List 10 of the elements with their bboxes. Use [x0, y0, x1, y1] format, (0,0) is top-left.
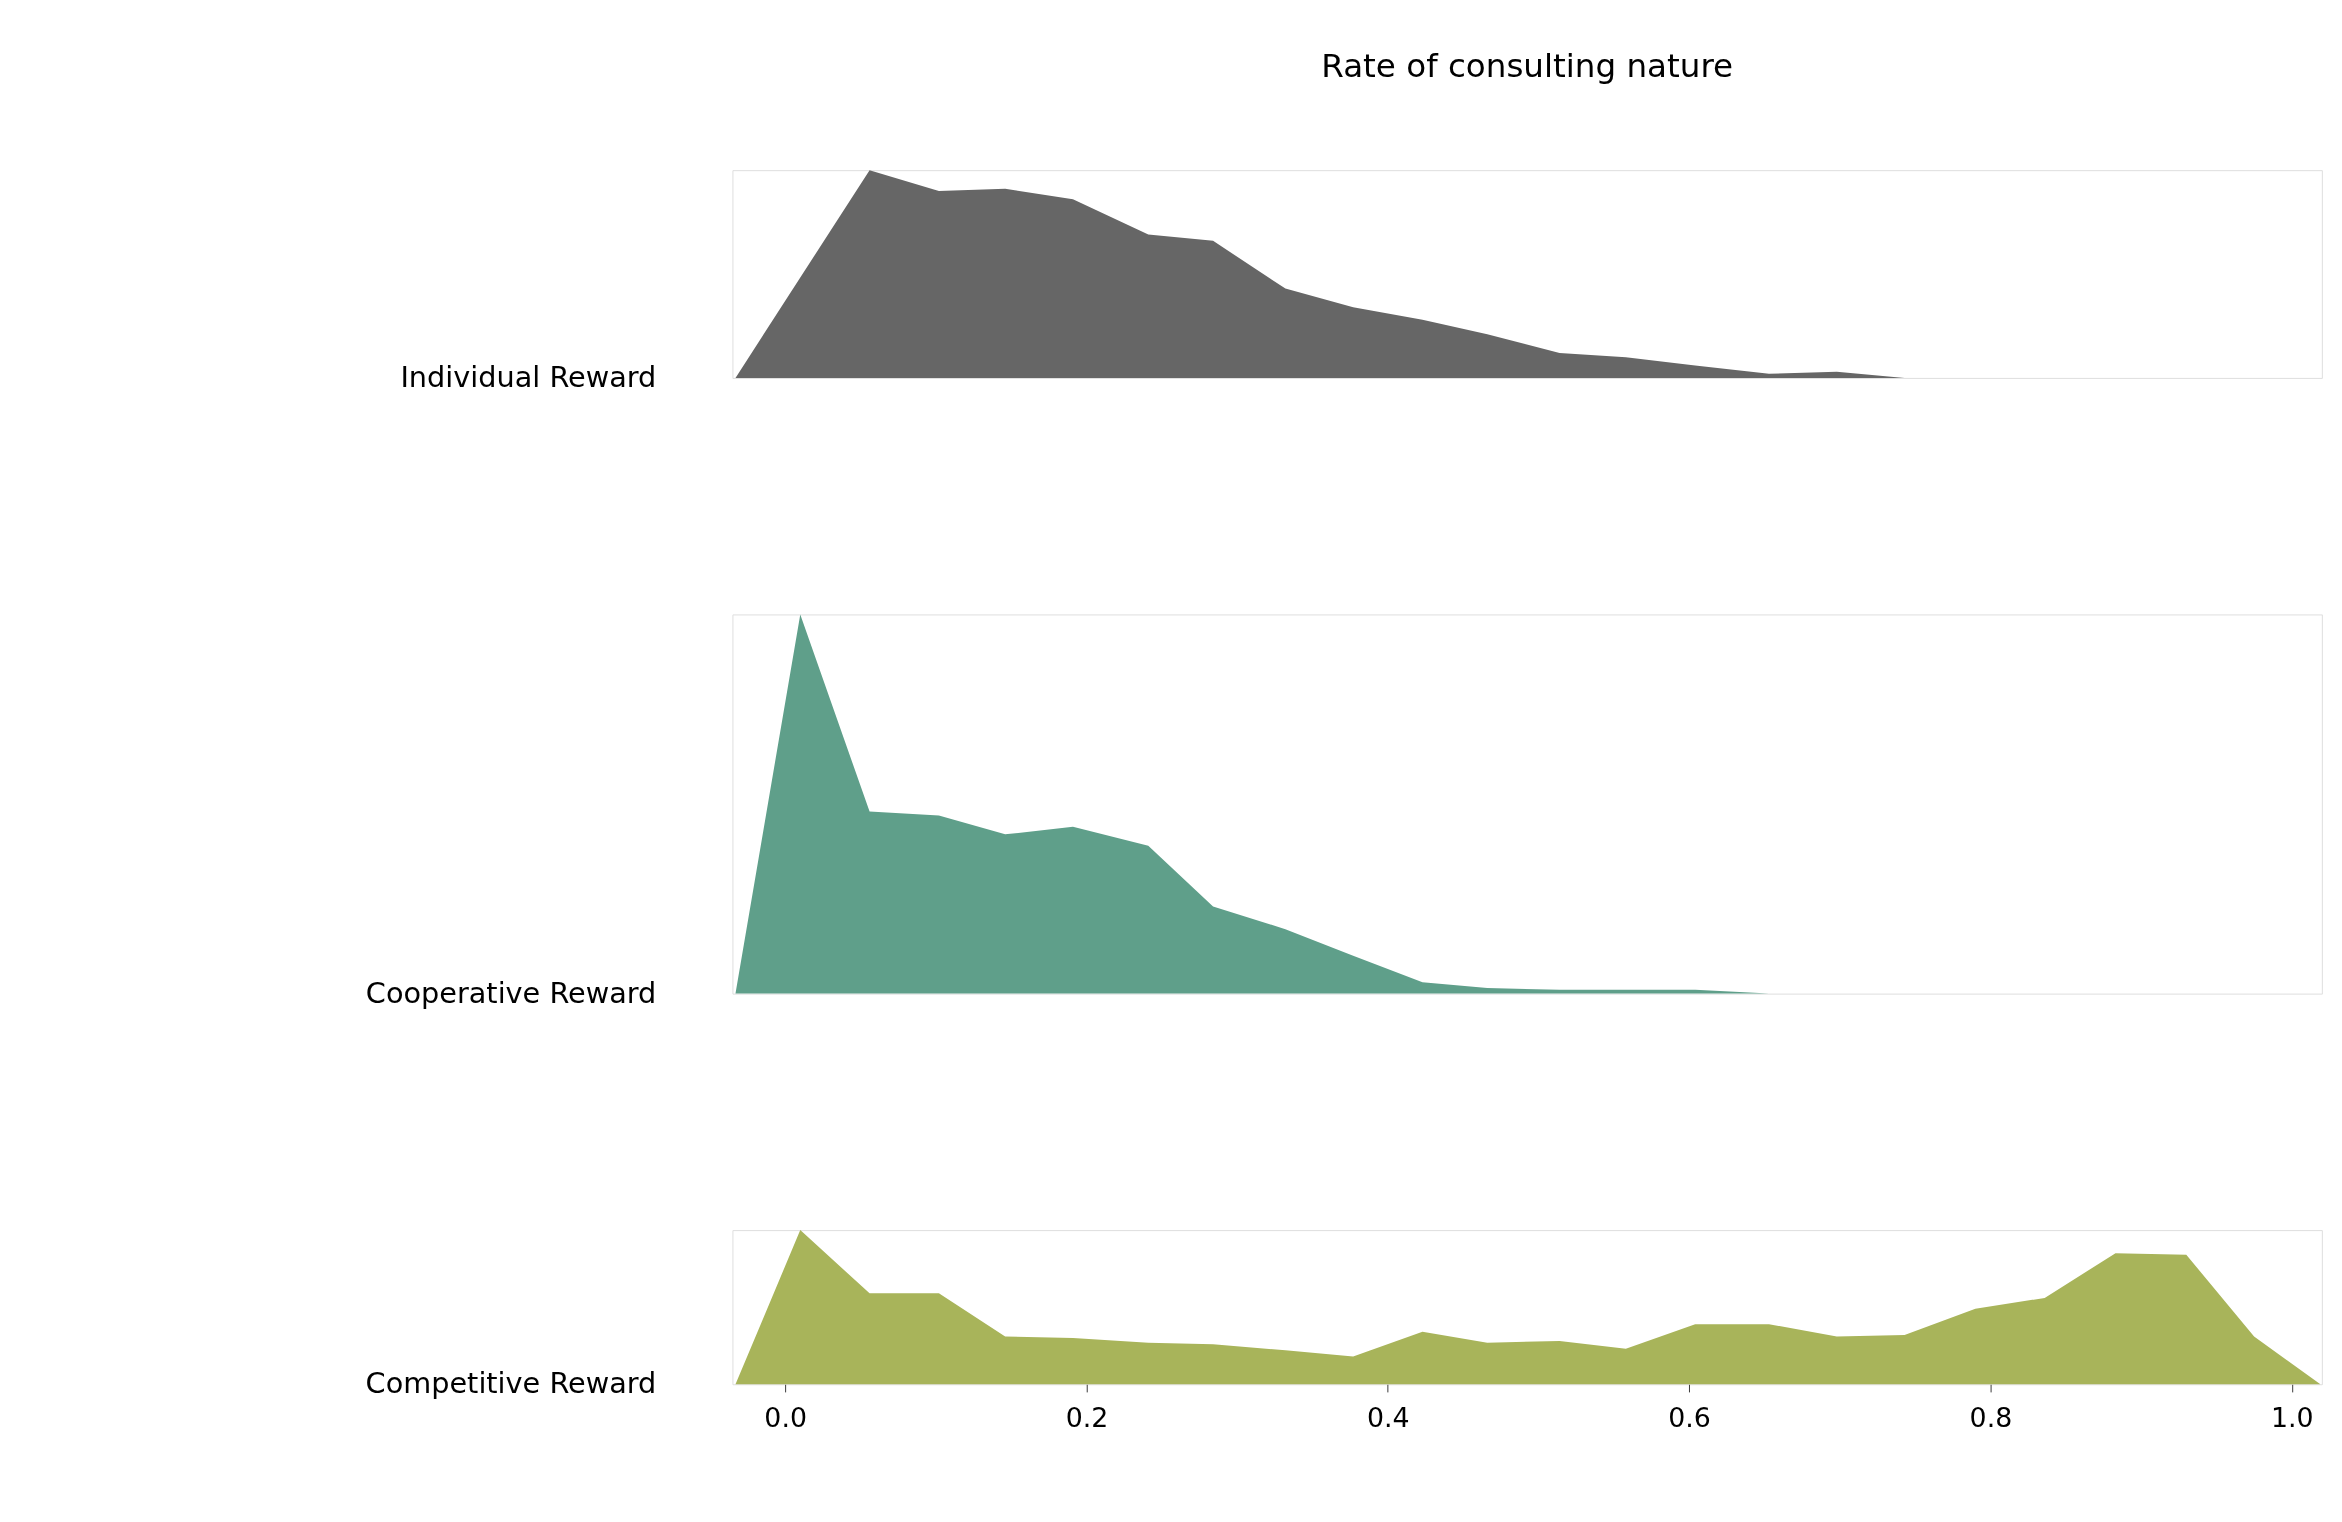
x-tick-label: 0.0	[764, 1401, 807, 1433]
chart-title: Rate of consulting nature	[1321, 47, 1734, 86]
x-tick-label: 1.0	[2270, 1401, 2314, 1433]
x-tick-label: 0.2	[1065, 1401, 1109, 1433]
y-axis-title: Competitive Reward	[365, 1366, 657, 1401]
x-tick-label: 0.6	[1668, 1401, 1711, 1433]
x-tick-label: 0.8	[1969, 1401, 2013, 1433]
x-tick-label: 0.4	[1366, 1401, 1410, 1433]
y-axis-title: Cooperative Reward	[365, 975, 657, 1010]
y-axis-title: Individual Reward	[400, 360, 657, 395]
